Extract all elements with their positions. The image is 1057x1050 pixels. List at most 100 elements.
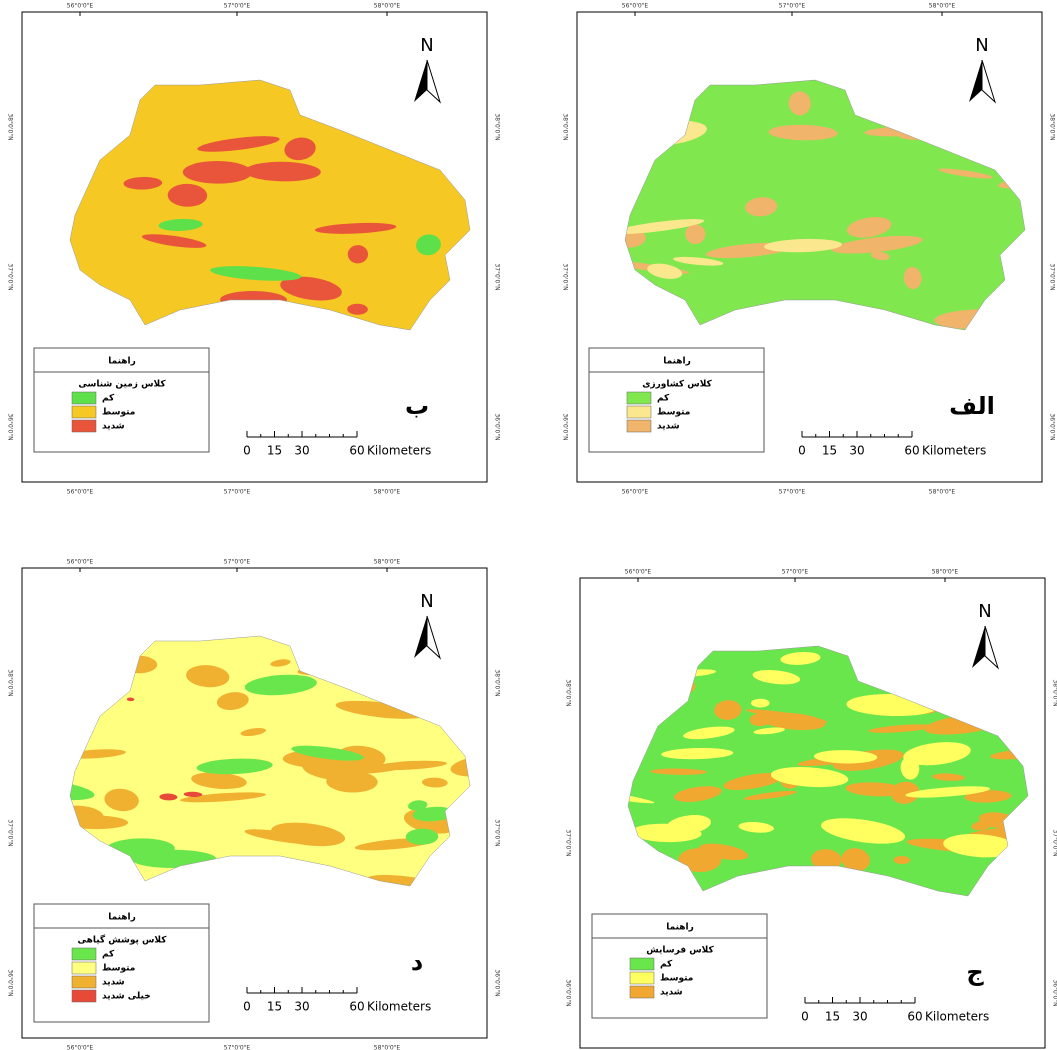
legend-label: شدید <box>657 422 680 432</box>
legend-label: متوسط <box>102 408 135 418</box>
class-patch <box>244 161 321 182</box>
class-patch <box>868 724 935 733</box>
legend-box <box>33 347 210 453</box>
legend-box <box>591 913 768 1019</box>
class-patch <box>335 700 425 719</box>
class-patch <box>186 665 230 688</box>
scale-label: 15 <box>267 1000 282 1014</box>
class-patch <box>630 823 702 843</box>
class-patch <box>210 266 302 281</box>
class-patch <box>749 713 772 727</box>
legend-swatch <box>626 419 652 433</box>
class-patch <box>216 692 249 711</box>
legend-title: راهنما <box>108 357 136 367</box>
class-patch <box>821 818 906 844</box>
map-panel: 56°0'0"E 56°0'0"E 57°0'0"E 57°0'0"E 58°0'0"E… <box>7 559 501 1050</box>
region-outline <box>624 79 1026 331</box>
class-patch <box>270 659 291 667</box>
map-panel: 56°0'0"E 56°0'0"E 57°0'0"E 57°0'0"E 58°0'0"E… <box>562 3 1056 496</box>
class-patch <box>714 700 742 720</box>
class-patch <box>673 786 722 802</box>
scale-label: 30 <box>294 1000 309 1014</box>
latitude-label: 36°0'0"N <box>7 969 14 996</box>
class-patch <box>871 251 890 261</box>
class-patch <box>280 276 342 301</box>
class-patch <box>126 697 135 702</box>
legend-subtitle: کلاس زمین شناسی <box>78 380 166 390</box>
longitude-label: 58°0'0"E <box>374 3 401 10</box>
class-patch <box>347 303 368 315</box>
class-patch <box>745 709 828 723</box>
latitude-label: 36°0'0"N <box>494 413 501 440</box>
latitude-label: 37°0'0"N <box>565 829 572 856</box>
panel-letter: الف <box>949 392 995 420</box>
class-patch <box>780 651 821 665</box>
class-patch <box>180 792 267 803</box>
north-arrow <box>981 59 997 104</box>
longitude-label: 56°0'0"E <box>67 489 94 496</box>
class-patch <box>752 670 801 685</box>
legend-title: راهنما <box>108 913 136 923</box>
panel-letter: ب <box>405 392 429 420</box>
north-arrow <box>984 625 1000 670</box>
class-patch <box>770 766 849 788</box>
class-patch <box>196 758 273 775</box>
latitude-label: 37°0'0"N <box>1052 829 1057 856</box>
region-outline <box>69 635 471 887</box>
scale-unit: Kilometers <box>367 1000 431 1014</box>
class-patch <box>367 874 444 886</box>
latitude-label: 36°0'0"N <box>494 969 501 996</box>
scale-label: 0 <box>243 1000 251 1014</box>
class-patch <box>240 728 267 737</box>
latitude-label: 38°0'0"N <box>7 113 14 140</box>
latitude-label: 36°0'0"N <box>1052 979 1057 1006</box>
north-arrow <box>972 626 985 668</box>
class-patch <box>903 742 971 766</box>
class-patch <box>750 698 770 708</box>
legend-swatch <box>629 957 655 971</box>
longitude-label: 58°0'0"E <box>374 489 401 496</box>
longitude-label: 57°0'0"E <box>224 489 251 496</box>
scale-unit: Kilometers <box>925 1010 989 1024</box>
legend-swatch <box>71 989 97 1003</box>
class-patch <box>197 136 280 152</box>
scale-unit: Kilometers <box>367 444 431 458</box>
class-patch <box>408 800 428 811</box>
north-arrow <box>414 616 427 658</box>
scale-label: 0 <box>801 1010 809 1024</box>
legend-label: کم <box>102 950 115 960</box>
latitude-label: 37°0'0"N <box>562 263 569 290</box>
longitude-label: 57°0'0"E <box>224 1045 251 1050</box>
class-patch <box>743 790 797 801</box>
longitude-label: 56°0'0"E <box>622 489 649 496</box>
class-patch <box>70 780 95 801</box>
north-label: N <box>420 591 433 612</box>
latitude-label: 38°0'0"N <box>565 679 572 706</box>
legend-subtitle: کلاس کشاورزی <box>642 380 712 390</box>
class-patch <box>905 786 991 798</box>
legend-swatch <box>71 405 97 419</box>
region-outline <box>627 645 1029 897</box>
panel-letter: ج <box>966 958 984 986</box>
longitude-label: 58°0'0"E <box>374 1045 401 1050</box>
legend-label: متوسط <box>657 408 690 418</box>
class-patch <box>647 263 683 279</box>
longitude-label: 57°0'0"E <box>782 569 809 576</box>
legend-label: شدید <box>102 978 125 988</box>
class-patch <box>159 793 178 801</box>
latitude-label: 38°0'0"N <box>1052 679 1057 706</box>
class-patch <box>763 238 842 253</box>
longitude-label: 57°0'0"E <box>224 3 251 10</box>
class-patch <box>661 747 734 760</box>
legend-subtitle: کلاس فرسایش <box>646 946 714 956</box>
region-base <box>70 80 470 330</box>
north-label: N <box>975 35 988 56</box>
class-patch <box>903 266 922 290</box>
north-arrow <box>426 615 442 660</box>
class-patch <box>314 222 397 234</box>
class-patch <box>745 197 778 217</box>
class-patch <box>831 235 923 254</box>
class-patch <box>141 234 207 248</box>
class-patch <box>405 828 439 845</box>
class-patch <box>158 218 203 231</box>
